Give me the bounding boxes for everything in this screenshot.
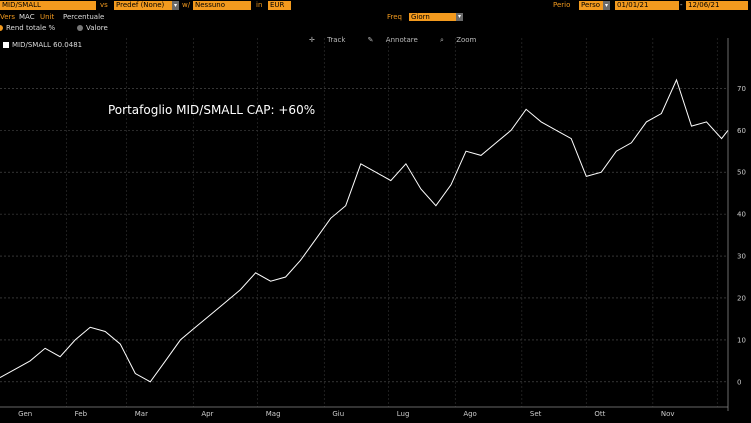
- y-tick-label: 20: [737, 294, 746, 302]
- weight-field[interactable]: Nessuno: [193, 1, 251, 10]
- track-button[interactable]: ✛ Track: [309, 36, 355, 44]
- comparison-dropdown-icon[interactable]: ▾: [172, 1, 179, 10]
- y-tick-label: 50: [737, 169, 746, 177]
- legend: MID/SMALL 60.0481: [3, 40, 82, 50]
- comparison-field[interactable]: Predef (None): [114, 1, 172, 10]
- date-separator: -: [680, 1, 683, 9]
- track-label: Track: [327, 36, 346, 44]
- start-date-field[interactable]: 01/01/21: [615, 1, 679, 10]
- unit-value[interactable]: Percentuale: [63, 13, 105, 21]
- radio-value[interactable]: Valore: [77, 23, 108, 33]
- w-label: w/: [182, 1, 191, 9]
- period-field[interactable]: Perso: [579, 1, 603, 10]
- vers-label: Vers: [0, 13, 16, 21]
- x-tick-label: Feb: [75, 410, 88, 418]
- radio-unselected-icon: [77, 25, 83, 31]
- annotate-button[interactable]: ✎ Annotare: [368, 36, 428, 44]
- zoom-button[interactable]: ⌕ Zoom: [440, 36, 486, 44]
- mac-button[interactable]: MAC: [19, 13, 35, 21]
- chart-annotation: Portafoglio MID/SMALL CAP: +60%: [108, 103, 316, 117]
- freq-label: Freq: [387, 13, 402, 21]
- magnifier-icon: ⌕: [440, 36, 444, 44]
- series-line: [0, 78, 729, 383]
- radio-value-label: Valore: [86, 24, 108, 32]
- zoom-label: Zoom: [456, 36, 477, 44]
- x-tick-label: Lug: [397, 410, 410, 418]
- radio-total-return[interactable]: Rend totale %: [0, 23, 55, 33]
- toolbar-row-1: MID/SMALL vs Predef (None) ▾ w/ Nessuno …: [0, 0, 751, 11]
- security-field[interactable]: MID/SMALL: [0, 1, 96, 10]
- period-dropdown-icon[interactable]: ▾: [603, 1, 610, 10]
- x-tick-label: Ott: [594, 410, 605, 418]
- in-label: in: [256, 1, 263, 9]
- unit-label: Unit: [40, 13, 55, 21]
- x-tick-label: Mag: [266, 410, 281, 418]
- legend-swatch: [3, 42, 9, 48]
- y-tick-label: 30: [737, 253, 746, 261]
- crosshair-icon: ✛: [309, 36, 315, 44]
- freq-dropdown-icon[interactable]: ▾: [456, 13, 463, 21]
- pencil-icon: ✎: [367, 36, 374, 44]
- freq-field[interactable]: Giorn: [409, 13, 456, 21]
- radio-selected-icon: [0, 25, 3, 31]
- y-tick-label: 0: [737, 378, 741, 386]
- x-tick-label: Giu: [332, 410, 344, 418]
- legend-label: MID/SMALL 60.0481: [12, 41, 83, 49]
- chart-toolbar: ✛ Track ✎ Annotare ⌕ Zoom: [309, 34, 496, 46]
- y-tick-label: 70: [737, 85, 746, 93]
- end-date-field[interactable]: 12/06/21: [686, 1, 748, 10]
- y-tick-label: 40: [737, 211, 746, 219]
- radio-total-return-label: Rend totale %: [6, 24, 56, 32]
- currency-field[interactable]: EUR: [268, 1, 291, 10]
- period-label: Perio: [553, 1, 571, 9]
- x-tick-label: Gen: [18, 410, 32, 418]
- x-tick-label: Set: [530, 410, 542, 418]
- x-tick-label: Nov: [661, 410, 675, 418]
- annotate-label: Annotare: [385, 36, 418, 44]
- y-tick-label: 60: [737, 127, 746, 135]
- vs-label: vs: [100, 1, 108, 9]
- y-tick-label: 10: [737, 336, 746, 344]
- x-tick-label: Ago: [463, 410, 477, 418]
- x-tick-label: Mar: [135, 410, 148, 418]
- x-tick-label: Apr: [201, 410, 213, 418]
